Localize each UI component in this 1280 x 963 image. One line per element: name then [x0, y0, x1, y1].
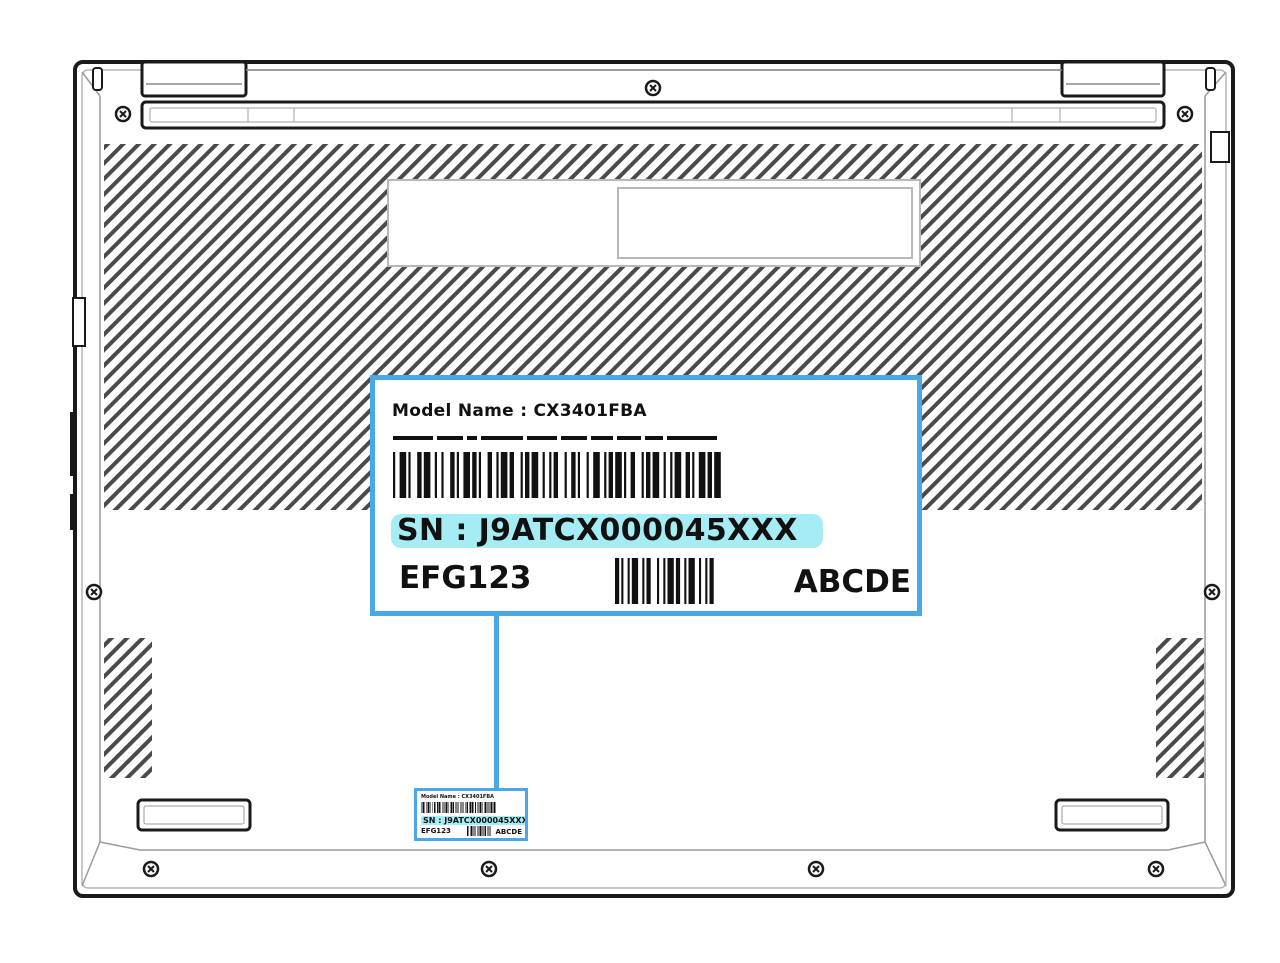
mini-secondary-barcode	[467, 826, 491, 836]
screw-mid-left	[85, 583, 103, 601]
hinge-left	[140, 60, 248, 98]
callout-connector	[494, 616, 499, 790]
mini-code-left: EFG123	[421, 827, 451, 835]
rubber-pad-inner	[617, 187, 913, 259]
label-callout: Model Name : CX3401FBA SN : J9ATCX000045…	[370, 375, 922, 616]
speaker-grille-left	[104, 638, 152, 778]
screw-bottom-4	[1147, 860, 1165, 878]
label-dash-line	[393, 436, 717, 440]
label-code-right: ABCDE	[793, 564, 911, 600]
foot-left	[136, 798, 252, 832]
left-side-slot-2	[70, 494, 75, 530]
top-vent	[140, 100, 1166, 130]
mini-code-right: ABCDE	[495, 828, 522, 836]
serial-highlight	[391, 514, 823, 548]
model-name: Model Name : CX3401FBA	[392, 401, 647, 421]
right-side-port	[1210, 131, 1230, 163]
screw-top-right	[1176, 105, 1194, 123]
hinge-right	[1060, 60, 1166, 98]
mini-barcode	[421, 802, 496, 813]
serial-number: SN : J9ATCX000045XXX	[397, 513, 798, 548]
left-side-slot-1	[70, 412, 75, 476]
screw-top-left	[114, 105, 132, 123]
bottom-panel-edge	[99, 96, 1206, 851]
secondary-barcode	[615, 558, 714, 604]
foot-right	[1054, 798, 1170, 832]
main-barcode	[393, 452, 721, 498]
screw-top-center	[644, 79, 662, 97]
screw-bottom-2	[480, 860, 498, 878]
mini-model-name: Model Name : CX3401FBA	[421, 794, 495, 800]
label-code-left: EFG123	[399, 560, 532, 596]
sticker-label-location: Model Name : CX3401FBA SN : J9ATCX000045…	[414, 788, 528, 841]
mini-serial-number: SN : J9ATCX000045XXX	[421, 816, 528, 825]
screw-bottom-1	[142, 860, 160, 878]
screw-mid-right	[1203, 583, 1221, 601]
speaker-grille-right	[1156, 638, 1204, 778]
screw-bottom-3	[807, 860, 825, 878]
left-side-port	[72, 297, 86, 347]
